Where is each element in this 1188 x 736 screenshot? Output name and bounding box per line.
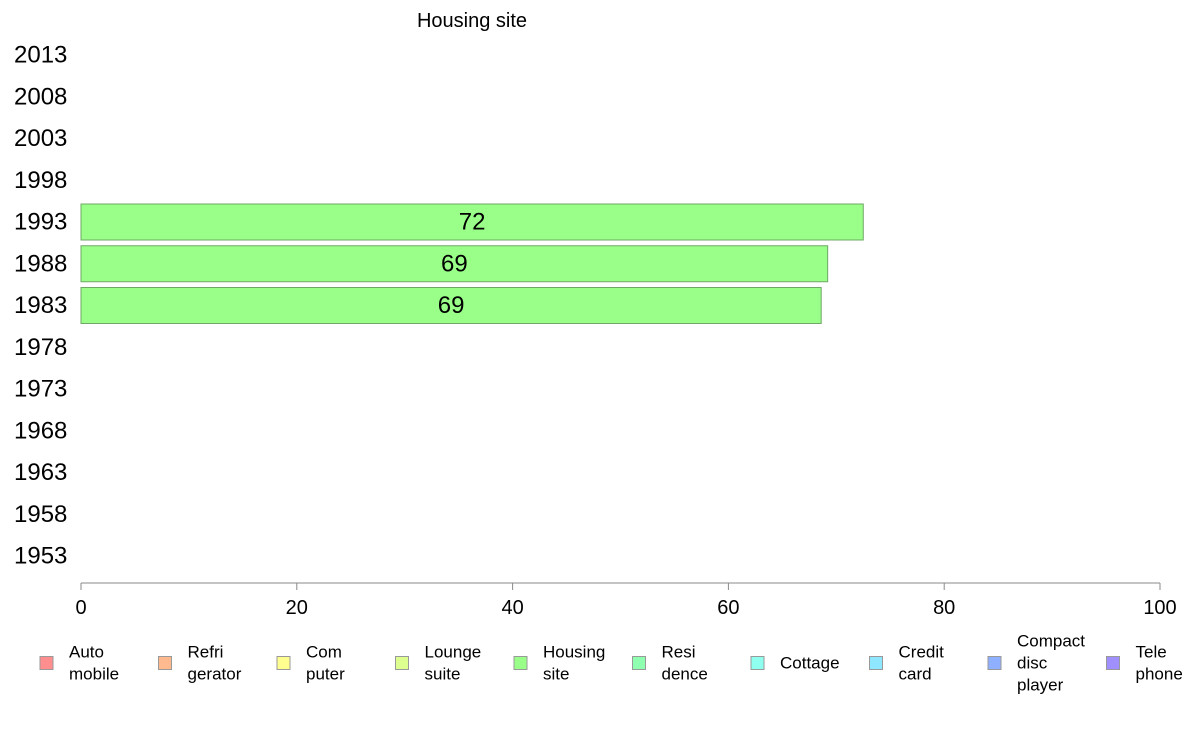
legend-swatch [395,656,409,670]
category-label: 2008 [14,83,67,110]
bars [80,203,864,324]
legend-label: Resi [662,643,696,662]
legend-label: phone [1136,665,1183,684]
legend-label: suite [425,665,461,684]
bar-value-label: 69 [438,292,465,319]
category-label: 1958 [14,501,67,528]
legend-label: site [543,665,569,684]
bar [80,245,829,283]
category-label: 2013 [14,42,67,69]
category-label: 1953 [14,543,67,570]
legend-label: mobile [69,665,119,684]
bar-value-label: 69 [441,250,468,277]
legend-label: gerator [188,665,242,684]
legend-label: Cottage [780,654,840,673]
legend-swatch [750,656,765,670]
category-label: 1968 [14,417,67,444]
legend-label: player [1017,676,1064,695]
legend-item: Compact disc player [987,632,1085,695]
legend-swatch [1106,656,1120,670]
legend-label: card [899,665,932,684]
legend-item: Credit card [869,643,945,684]
bar-labels: 72 69 69 [438,209,486,320]
legend-swatch [632,656,646,670]
legend-item: Com puter [276,643,345,684]
category-label: 2003 [14,125,67,152]
legend-item: Refri gerator [158,643,242,684]
legend-label: Refri [188,643,224,662]
x-tick-label: 40 [501,597,523,619]
legend-label: Compact [1017,632,1085,651]
x-tick-label: 80 [933,597,955,619]
x-tick-label: 100 [1143,597,1176,619]
legend-label: Auto [69,643,104,662]
category-label: 1998 [14,167,67,194]
legend-item: Resi dence [632,643,708,684]
category-label: 1988 [14,250,67,277]
legend-item: Cottage [750,654,840,673]
legend-swatch [158,656,172,670]
legend-item: Housing site [513,643,605,684]
legend-item: Auto mobile [39,643,119,684]
legend-label: Tele [1136,643,1167,662]
category-label: 1983 [14,292,67,319]
category-label: 1978 [14,334,67,361]
legend-item: Tele phone [1106,643,1183,684]
category-label: 1963 [14,459,67,486]
legend-label: dence [662,665,708,684]
category-labels: 2013 2008 2003 1998 1993 1988 1983 1978 1973 1968… [14,42,67,570]
bar [80,203,864,241]
legend-item: Lounge suite [395,643,482,684]
legend-label: Lounge [425,643,482,662]
legend-swatch [987,656,1002,670]
x-axis: 0 20 40 60 80 100 [75,582,1177,619]
legend-label: Com [306,643,342,662]
x-tick-label: 0 [75,597,86,619]
legend-swatch [276,656,291,670]
legend-label: disc [1017,654,1048,673]
x-tick-label: 60 [717,597,739,619]
legend: Auto mobile Refri gerator Com puter Lounge suit… [39,632,1183,695]
legend-swatch [39,656,54,670]
legend-label: Credit [899,643,945,662]
category-label: 1973 [14,376,67,403]
legend-swatch [513,656,528,670]
bar [80,287,822,324]
x-tick-label: 20 [286,597,308,619]
legend-label: Housing [543,643,605,662]
bar-value-label: 72 [459,209,486,236]
legend-swatch [869,656,883,670]
category-label: 1993 [14,209,67,236]
legend-label: puter [306,665,345,684]
chart-title: Housing site [417,10,527,32]
